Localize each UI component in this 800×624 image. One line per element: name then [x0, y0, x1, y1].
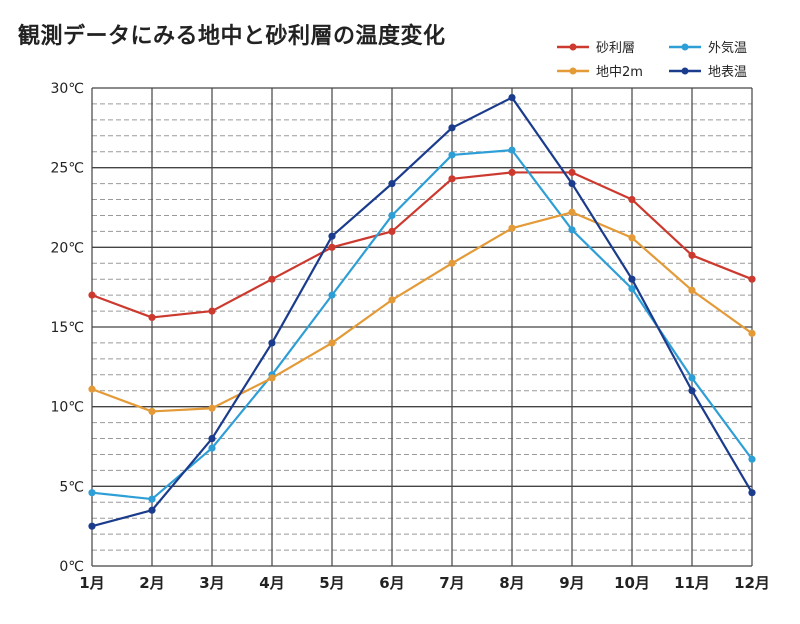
x-tick-label: 6月	[379, 574, 404, 592]
legend-item-outdoor-temp: 外気温	[668, 37, 747, 56]
data-point-series-3	[328, 339, 336, 347]
data-point-series-3	[148, 407, 156, 416]
y-tick-label: 20℃	[50, 240, 84, 256]
x-tick-label: 12月	[734, 574, 770, 592]
data-point-series-1	[148, 313, 156, 322]
legend-label-underground-2m: 地中2m	[596, 65, 643, 80]
legend-item-gravel-layer: 砂利層	[556, 37, 635, 56]
data-point-series-1	[688, 251, 696, 259]
y-tick-label: 15℃	[50, 320, 84, 336]
legend-marker-outdoor-temp	[669, 43, 701, 50]
data-point-series-3	[88, 385, 96, 393]
data-point-series-1	[88, 291, 96, 299]
legend-label-ground-surface-temp: 地表温	[708, 65, 748, 80]
data-point-series-3	[508, 224, 516, 232]
series-line-4	[91, 96, 753, 528]
data-point-series-1	[328, 243, 336, 251]
data-point-series-3	[268, 374, 276, 382]
y-tick-label: 0℃	[59, 559, 84, 575]
data-point-series-4	[328, 232, 336, 240]
data-point-series-2	[748, 455, 756, 463]
data-point-series-2	[568, 226, 576, 234]
data-point-series-1	[268, 275, 276, 283]
x-tick-label: 11月	[674, 574, 710, 592]
y-tick-label: 25℃	[50, 161, 84, 177]
legend-marker-ground-surface-temp	[669, 67, 701, 74]
data-point-series-3	[448, 259, 456, 267]
data-point-series-1	[568, 168, 576, 177]
data-point-series-2	[208, 444, 216, 452]
data-point-series-4	[88, 522, 96, 530]
data-point-series-1	[448, 175, 456, 183]
x-tick-label: 2月	[139, 574, 164, 592]
series-line-1	[91, 171, 753, 319]
data-point-series-4	[448, 124, 456, 132]
data-point-series-2	[148, 495, 156, 503]
x-tick-label: 3月	[199, 574, 224, 592]
legend-marker-underground-2m	[557, 67, 589, 74]
data-point-series-2	[328, 291, 336, 299]
data-point-series-2	[688, 374, 696, 382]
data-point-series-3	[568, 208, 576, 216]
data-point-series-1	[628, 195, 636, 204]
data-point-series-1	[508, 168, 516, 177]
x-tick-label: 7月	[439, 574, 464, 592]
data-point-series-4	[148, 506, 156, 514]
data-point-series-3	[748, 329, 756, 337]
data-point-series-3	[688, 286, 696, 294]
data-point-series-3	[388, 296, 396, 304]
legend-item-underground-2m: 地中2m	[556, 61, 643, 80]
data-point-series-4	[628, 275, 636, 283]
data-point-series-4	[748, 489, 756, 497]
data-point-series-3	[208, 404, 216, 412]
data-point-series-2	[508, 146, 516, 154]
chart-title: 観測データにみる地中と砂利層の温度変化	[18, 24, 446, 49]
x-tick-label: 10月	[614, 574, 650, 592]
y-tick-label: 30℃	[50, 81, 84, 97]
data-point-series-1	[748, 275, 756, 283]
data-point-series-1	[388, 227, 396, 235]
data-point-series-4	[508, 93, 516, 102]
y-tick-label: 10℃	[50, 400, 84, 416]
data-point-series-4	[388, 180, 396, 188]
x-tick-label: 8月	[499, 574, 524, 592]
x-tick-label: 4月	[259, 574, 284, 592]
series-line-2	[91, 149, 753, 501]
x-tick-label: 5月	[319, 574, 344, 592]
data-point-series-4	[268, 339, 276, 347]
legend-item-ground-surface-temp: 地表温	[668, 61, 747, 80]
data-point-series-4	[208, 434, 216, 443]
data-point-series-3	[628, 234, 636, 242]
data-point-series-1	[208, 307, 216, 315]
data-point-series-2	[448, 151, 456, 159]
data-point-series-4	[568, 180, 576, 188]
data-point-series-2	[388, 211, 396, 220]
data-point-series-4	[688, 387, 696, 395]
legend-marker-gravel-layer	[557, 43, 589, 50]
legend-label-outdoor-temp: 外気温	[708, 41, 748, 56]
legend-label-gravel-layer: 砂利層	[596, 41, 636, 56]
series-line-3	[91, 211, 753, 413]
data-point-series-2	[628, 285, 636, 293]
x-tick-label: 9月	[559, 574, 584, 592]
data-point-series-2	[88, 489, 96, 497]
y-tick-label: 5℃	[59, 479, 84, 495]
x-tick-label: 1月	[79, 574, 104, 592]
